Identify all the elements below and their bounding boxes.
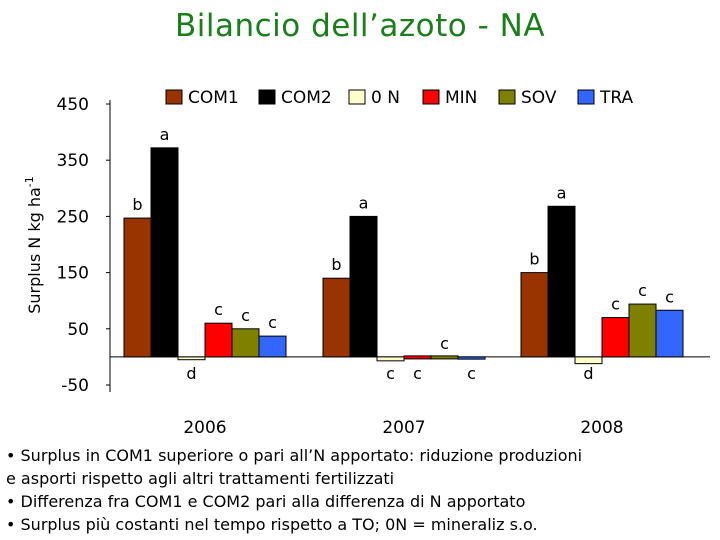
bar-0n-2007 bbox=[376, 356, 405, 362]
legend-label: SOV bbox=[521, 88, 557, 108]
legend-label: MIN bbox=[445, 88, 477, 108]
y-tick-label: 250 bbox=[57, 207, 89, 227]
bar-com1-2008 bbox=[520, 272, 549, 358]
x-category-label: 2006 bbox=[183, 418, 226, 438]
note-line: e asporti rispetto agli altri trattament… bbox=[6, 469, 395, 488]
y-tick-label: 50 bbox=[67, 320, 89, 340]
significance-letter: a bbox=[557, 183, 567, 202]
bar-com2-2006 bbox=[150, 147, 179, 358]
bar-0n-2006 bbox=[177, 356, 206, 361]
legend-swatch-com2 bbox=[258, 89, 276, 105]
bar-tra-2006 bbox=[258, 335, 287, 358]
legend-swatch-min bbox=[422, 89, 440, 105]
significance-letter: c bbox=[611, 295, 620, 314]
legend: COM1 COM2 0 N MIN SOV TRA bbox=[165, 88, 634, 108]
legend-swatch-0n bbox=[348, 89, 366, 105]
note-line: • Surplus più costanti nel tempo rispett… bbox=[6, 515, 538, 534]
y-tick-label: 350 bbox=[57, 151, 89, 171]
surplus-bar-chart: 450 350 250 150 50 -50 Surplus N kg ha-1 2006 20… bbox=[23, 88, 710, 438]
significance-letter: c bbox=[413, 364, 422, 383]
significance-letter: c bbox=[214, 300, 223, 319]
legend-swatch-com1 bbox=[165, 89, 183, 105]
bar-tra-2008 bbox=[655, 309, 684, 358]
legend-label: 0 N bbox=[371, 88, 400, 108]
y-tick-label: 450 bbox=[57, 95, 89, 115]
y-tick-label: -50 bbox=[61, 376, 89, 396]
bar-sov-2008 bbox=[628, 303, 657, 358]
legend-label: TRA bbox=[599, 88, 634, 108]
significance-letter: b bbox=[529, 250, 539, 269]
legend-swatch-tra bbox=[577, 89, 595, 105]
bar-sov-2006 bbox=[231, 328, 260, 358]
bar-0n-2008 bbox=[574, 356, 603, 365]
significance-letter: d bbox=[186, 364, 196, 383]
notes-list: • Surplus in COM1 superiore o pari all’N… bbox=[6, 444, 716, 536]
x-category-label: 2007 bbox=[382, 418, 425, 438]
legend-label: COM2 bbox=[281, 88, 332, 108]
significance-letter: c bbox=[467, 364, 476, 383]
significance-letter: c bbox=[268, 313, 277, 332]
legend-label: COM1 bbox=[188, 88, 239, 108]
note-line: • Surplus in COM1 superiore o pari all’N… bbox=[6, 446, 583, 465]
significance-letter: c bbox=[241, 306, 250, 325]
y-tick-label: 150 bbox=[57, 264, 89, 284]
x-category-label: 2008 bbox=[580, 418, 623, 438]
significance-letter: d bbox=[583, 364, 593, 383]
y-axis-title: Surplus N kg ha-1 bbox=[23, 176, 44, 314]
bar-min-2007 bbox=[403, 355, 432, 360]
bar-min-2008 bbox=[601, 317, 630, 358]
bars-layer bbox=[123, 147, 684, 365]
note-line: • Differenza fra COM1 e COM2 pari alla d… bbox=[6, 492, 526, 511]
significance-letter: c bbox=[440, 334, 449, 353]
significance-letter: b bbox=[331, 255, 341, 274]
significance-letter: a bbox=[359, 193, 369, 212]
bar-com2-2007 bbox=[349, 215, 378, 358]
bar-sov-2007 bbox=[430, 355, 459, 360]
bar-com1-2007 bbox=[322, 277, 351, 358]
bar-tra-2007 bbox=[457, 356, 486, 360]
significance-letter: a bbox=[160, 125, 170, 144]
significance-letter: c bbox=[386, 364, 395, 383]
legend-swatch-sov bbox=[498, 89, 516, 105]
bar-min-2006 bbox=[204, 322, 233, 358]
bar-com2-2008 bbox=[547, 205, 576, 358]
slide-title: Bilancio dell’azoto - NA bbox=[174, 8, 546, 44]
significance-letter: b bbox=[132, 195, 142, 214]
significance-letter: c bbox=[665, 287, 674, 306]
significance-letter: c bbox=[638, 281, 647, 300]
bar-com1-2006 bbox=[123, 217, 152, 358]
